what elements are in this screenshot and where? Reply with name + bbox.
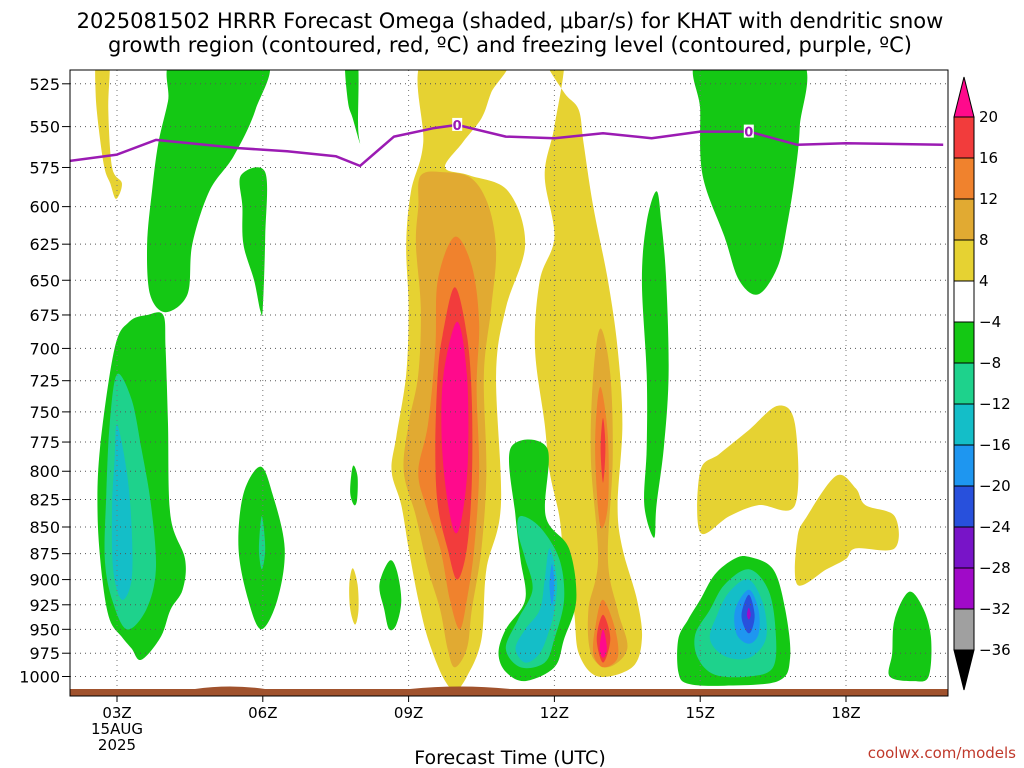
y-tick-label-800: 800 [29,462,60,481]
y-axis: 525 550 575 600 625 650 675 700 725 750 775 800 825 8… [19,75,70,687]
omega-region-plus20-23 [599,629,607,658]
y-tick-label-1000: 1000 [19,668,60,687]
omega-region-plus4-30 [697,405,799,535]
colorbar-label-0: 20 [979,108,998,126]
y-tick-label-850: 850 [29,518,60,537]
x-tick-label-3-2: 2025 [98,736,136,754]
colorbar-label-12: −32 [979,600,1011,618]
freezing-level-line [70,123,944,168]
colorbar-legend: 20 16 12 8 4 −4 −8 −12 −16 −20 −24 −28 −32 −36 [953,76,1011,691]
terrain-bar [70,689,948,696]
y-tick-label-775: 775 [29,433,60,452]
freezing-level-label-0: 0 [453,119,462,134]
omega-region-minus4-28 [641,191,669,538]
omega-region-plus16-21 [600,418,606,483]
x-tick-label-3-0: 03Z [102,704,131,722]
y-tick-label-550: 550 [29,118,60,137]
chart-title-line-2: growth region (contoured, red, ºC) and f… [108,33,912,57]
colorbar-label-8: −16 [979,436,1011,454]
y-tick-label-750: 750 [29,403,60,422]
omega-region-plus20-16 [441,321,469,534]
x-axis-label: Forecast Time (UTC) [414,747,605,768]
grid-lines [70,70,948,690]
y-tick-label-575: 575 [29,158,60,177]
freezing-level-label-bg-1 [743,124,754,138]
omega-region-plus4-0 [95,70,122,199]
colorbar-swatch-1 [953,157,975,200]
colorbar-top-arrow [953,76,975,118]
omega-region-minus28-37 [746,607,751,620]
x-tick-label-3-1: 15AUG [91,720,143,738]
colorbar-swatch-8 [953,444,975,487]
x-tick-label-12-0: 12Z [540,704,569,722]
x-tick-label-18-0: 18Z [831,704,860,722]
omega-region-plus4-17 [534,70,643,678]
chart-title-line-1: 2025081502 HRRR Forecast Omega (shaded, … [77,9,944,33]
y-tick-label-825: 825 [29,491,60,510]
colorbar-label-6: −8 [979,354,1001,372]
colorbar-swatch-4 [953,280,975,323]
omega-region-minus4-9 [350,465,358,506]
colorbar-label-9: −20 [979,477,1011,495]
colorbar-swatch-10 [953,526,975,569]
omega-region-minus4-11 [379,560,402,631]
terrain-strip [70,686,948,696]
credit-text: coolwx.com/models [868,744,1016,762]
omega-region-plus4-10 [349,568,359,625]
colorbar-label-4: 4 [979,272,989,290]
y-tick-label-975: 975 [29,644,60,663]
colorbar-label-3: 8 [979,231,989,249]
y-tick-label-900: 900 [29,571,60,590]
colorbar-label-1: 16 [979,149,998,167]
omega-region-minus4-29 [692,70,808,295]
omega-region-minus16-27 [549,564,555,605]
colorbar-swatch-5 [953,321,975,364]
terrain-bumps [195,686,510,689]
x-tick-label-6-0: 06Z [248,704,277,722]
colorbar-label-7: −12 [979,395,1011,413]
y-tick-label-950: 950 [29,620,60,639]
x-tick-label-9-0: 09Z [394,704,423,722]
plot-frame [69,69,949,697]
y-tick-label-650: 650 [29,271,60,290]
freezing-level-label-bg-0 [452,117,463,131]
y-tick-label-600: 600 [29,198,60,217]
colorbar-label-10: −24 [979,518,1011,536]
colorbar-label-5: −4 [979,313,1001,331]
colorbar-swatch-12 [953,608,975,651]
omega-shading-layer [95,70,932,690]
y-tick-label-925: 925 [29,596,60,615]
y-tick-label-700: 700 [29,339,60,358]
colorbar-label-13: −36 [979,641,1011,659]
omega-region-plus4-31 [794,474,899,586]
colorbar-bottom-arrow [953,649,975,691]
y-tick-label-525: 525 [29,75,60,94]
colorbar-swatch-7 [953,403,975,446]
colorbar-label-11: −28 [979,559,1011,577]
y-tick-label-625: 625 [29,235,60,254]
freezing-level-label-1: 0 [744,126,753,141]
omega-region-minus8-8 [258,516,266,570]
colorbar-label-2: 12 [979,190,998,208]
colorbar-swatch-3 [953,239,975,282]
x-tick-label-15-0: 15Z [686,704,715,722]
omega-region-minus12-26 [515,548,557,663]
colorbar-swatch-9 [953,485,975,528]
colorbar-swatch-6 [953,362,975,405]
colorbar-swatch-11 [953,567,975,610]
omega-region-minus4-1 [147,70,270,313]
y-tick-label-725: 725 [29,372,60,391]
colorbar-swatch-2 [953,198,975,241]
y-tick-label-875: 875 [29,545,60,564]
omega-region-minus4-2 [345,70,361,144]
omega-region-minus4-38 [888,591,932,682]
colorbar-swatch-0 [953,116,975,159]
omega-region-minus4-3 [239,167,268,316]
y-tick-label-675: 675 [29,306,60,325]
